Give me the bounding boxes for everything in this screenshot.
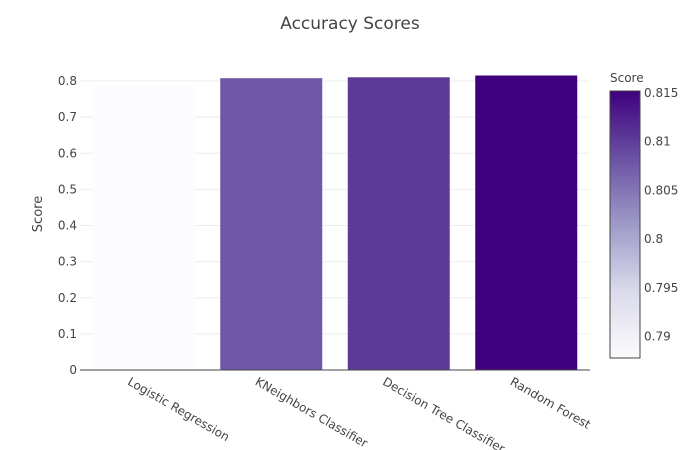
colorbar-tick-labels: 0.79 0.795 0.8 0.805 0.81 0.815	[644, 86, 678, 344]
y-tick-label: 0.8	[58, 74, 77, 88]
x-tick-label: KNeighbors Classifier	[253, 374, 370, 450]
bar	[92, 85, 195, 370]
colorbar-tick-label: 0.8	[644, 232, 663, 246]
colorbar-tick-label: 0.805	[644, 183, 678, 197]
y-tick-label: 0.7	[58, 110, 77, 124]
y-axis-label: Score	[31, 196, 46, 232]
y-tick-label: 0.1	[58, 327, 77, 341]
colorbar-gradient	[609, 90, 641, 359]
colorbar-tick-label: 0.81	[644, 135, 671, 149]
x-tick-label: Random Forest	[508, 374, 593, 431]
chart-title: Accuracy Scores	[280, 14, 420, 34]
y-tick-label: 0.6	[58, 146, 77, 160]
x-tick-labels: Logistic Regression KNeighbors Classifier…	[125, 374, 593, 450]
bars	[92, 75, 578, 371]
y-tick-label: 0.5	[58, 182, 77, 196]
bar	[347, 77, 450, 371]
y-tick-label: 0.3	[58, 255, 77, 269]
colorbar-tick-label: 0.79	[644, 330, 671, 344]
bar	[475, 75, 578, 370]
y-tick-label: 0.2	[58, 291, 77, 305]
colorbar-tick-label: 0.795	[644, 281, 678, 295]
y-tick-labels: 0 0.1 0.2 0.3 0.4 0.5 0.6 0.7 0.8	[58, 74, 77, 377]
colorbar-tick-label: 0.815	[644, 86, 678, 100]
colorbar-title: Score	[610, 71, 644, 85]
bar	[220, 78, 323, 370]
y-tick-label: 0	[69, 363, 77, 377]
x-tick-label: Logistic Regression	[125, 374, 232, 444]
x-tick-label: Decision Tree Classifier	[380, 374, 507, 450]
colorbar: Score 0.79 0.795 0.8 0.805 0.81 0.815	[609, 71, 678, 359]
y-tick-label: 0.4	[58, 219, 77, 233]
